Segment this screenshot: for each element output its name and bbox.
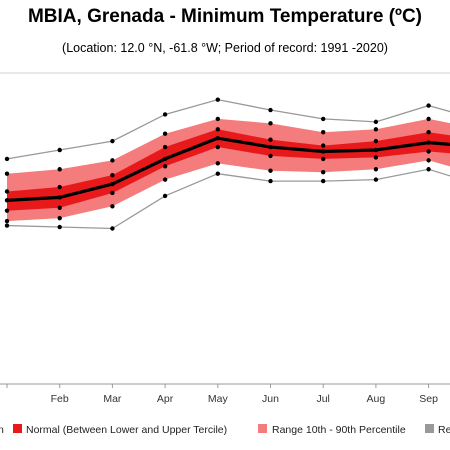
- upper-tercile-point: [57, 184, 62, 190]
- range-min-point: [321, 178, 326, 184]
- x-tick-label: Aug: [367, 393, 386, 405]
- p10-point: [57, 215, 62, 221]
- p10-point: [162, 177, 168, 182]
- range-max-point: [57, 147, 62, 153]
- range-min-point: [162, 193, 168, 199]
- series-points-group: [4, 97, 431, 231]
- range-min-point: [215, 171, 220, 176]
- median-point: [215, 135, 220, 141]
- range-max-point: [321, 116, 326, 122]
- lower-tercile-point: [215, 144, 220, 150]
- range-min-point: [268, 178, 273, 184]
- chart-title: MBIA, Grenada - Minimum Temperature (ºC): [27, 6, 423, 27]
- median-point: [162, 156, 168, 162]
- lower-tercile-point: [4, 208, 10, 213]
- p10-point: [321, 170, 326, 175]
- median-point: [4, 198, 10, 203]
- p10-point: [268, 168, 273, 173]
- x-tick-label: Jun: [262, 393, 279, 405]
- p90-point: [4, 171, 10, 176]
- x-ticks-group: [6, 384, 430, 388]
- range-min-point: [4, 223, 10, 228]
- legend: n Normal (Between Lower and Upper Tercil…: [0, 424, 450, 436]
- range-max-point: [4, 156, 10, 162]
- median-point: [57, 195, 62, 200]
- x-tick-label: Sep: [419, 393, 438, 405]
- lower-tercile-point: [110, 190, 115, 196]
- p90-point: [215, 116, 220, 122]
- p90-point: [57, 167, 62, 172]
- x-tick-labels-group: FebMarAprMayJunJulAugSepOct: [51, 393, 438, 405]
- x-tick-label: May: [208, 393, 229, 405]
- p10-point: [215, 161, 220, 166]
- lower-tercile-point: [268, 153, 273, 159]
- range-max-point: [426, 103, 431, 108]
- upper-tercile-point: [321, 143, 326, 148]
- lower-tercile-point: [321, 156, 326, 162]
- x-tick-label: Feb: [51, 393, 69, 405]
- upper-tercile-point: [373, 138, 379, 144]
- range-min-point: [426, 167, 431, 172]
- range-max-point: [373, 119, 379, 125]
- x-tick-label: Jul: [316, 393, 329, 405]
- median-point: [373, 147, 379, 153]
- p10-point: [426, 158, 431, 163]
- lower-tercile-point: [162, 164, 168, 169]
- legend-label-median: n: [0, 424, 4, 436]
- legend-swatch-percentile: [258, 424, 267, 433]
- upper-tercile-point: [426, 130, 431, 135]
- range-max-point: [215, 97, 220, 102]
- p90-point: [426, 116, 431, 122]
- range-min-point: [110, 226, 115, 231]
- legend-label-normal: Normal (Between Lower and Upper Tercile): [26, 424, 227, 436]
- p10-point: [4, 218, 10, 224]
- range-min-point: [373, 177, 379, 182]
- p90-point: [321, 130, 326, 135]
- p90-point: [162, 131, 168, 136]
- legend-label-percentile: Range 10th - 90th Percentile: [272, 424, 406, 436]
- lower-tercile-point: [426, 149, 431, 154]
- range-min-point: [57, 224, 62, 230]
- median-point: [110, 181, 115, 187]
- median-point: [426, 140, 431, 145]
- upper-tercile-point: [110, 172, 115, 178]
- legend-label-range: Re: [438, 424, 450, 436]
- range-max-point: [162, 112, 168, 117]
- p90-point: [268, 121, 273, 126]
- range-max-point: [268, 107, 273, 113]
- p90-point: [110, 158, 115, 163]
- median-point: [268, 144, 273, 150]
- p10-point: [373, 167, 379, 172]
- x-tick-label: Apr: [157, 393, 174, 405]
- range-max-point: [110, 138, 115, 144]
- upper-tercile-point: [162, 144, 168, 150]
- legend-swatch-range: [425, 424, 434, 433]
- chart-subtitle: (Location: 12.0 °N, -61.8 °W; Period of …: [62, 41, 388, 55]
- upper-tercile-point: [215, 127, 220, 132]
- lower-tercile-point: [57, 205, 62, 210]
- legend-swatch-normal: [13, 424, 22, 433]
- x-tick-label: Mar: [103, 393, 122, 405]
- p90-point: [373, 127, 379, 132]
- median-point: [321, 149, 326, 154]
- upper-tercile-point: [4, 189, 10, 194]
- lower-tercile-point: [373, 155, 379, 160]
- upper-tercile-point: [268, 137, 273, 142]
- p10-point: [110, 204, 115, 209]
